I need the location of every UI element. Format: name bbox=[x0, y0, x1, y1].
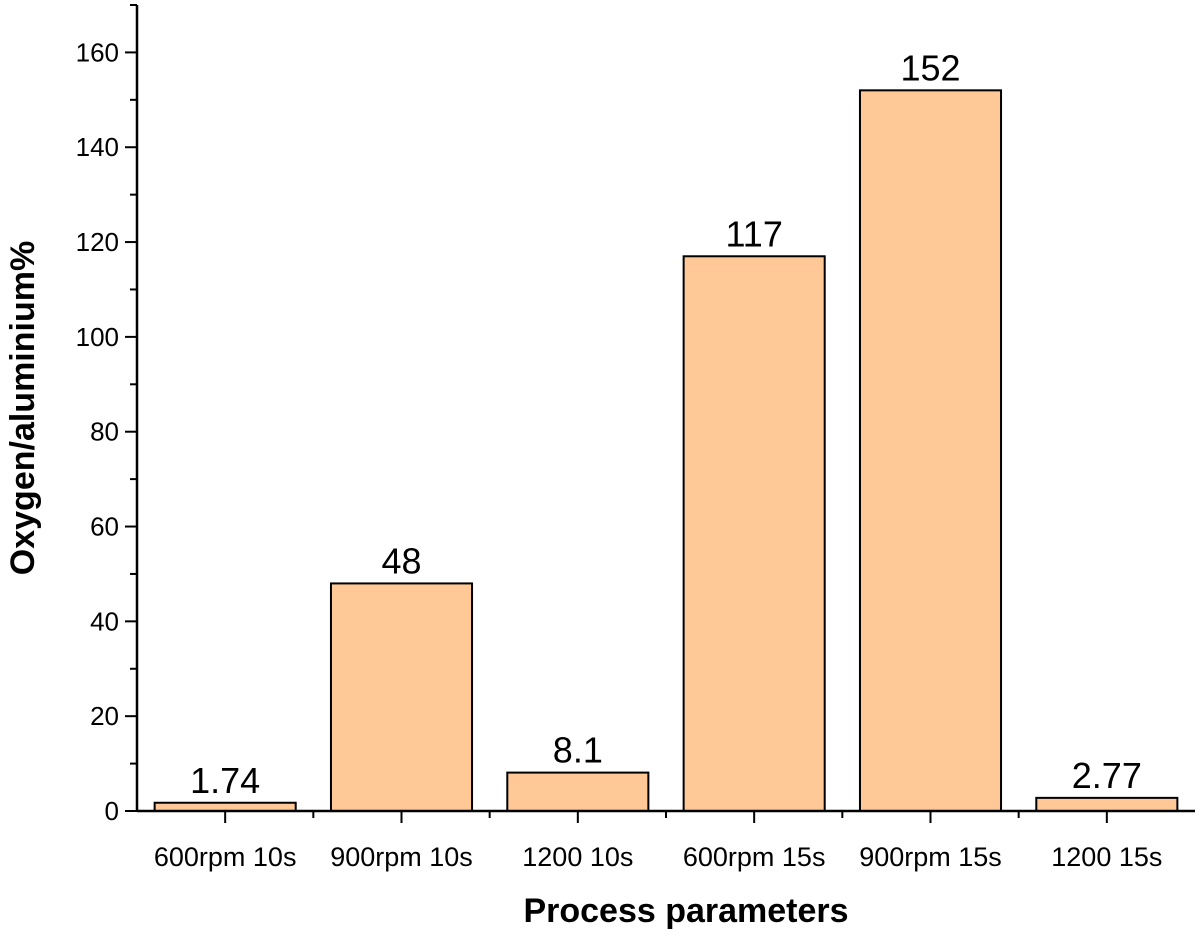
y-tick-label-8: 160 bbox=[76, 37, 119, 67]
axes-group bbox=[125, 4, 1195, 823]
data-label-2: 8.1 bbox=[553, 730, 603, 771]
data-label-4: 152 bbox=[900, 47, 960, 88]
x-tick-label-4: 900rpm 15s bbox=[859, 842, 1002, 872]
data-label-3: 117 bbox=[725, 213, 782, 254]
x-tick-label-2: 1200 10s bbox=[522, 842, 633, 872]
y-tick-label-0: 0 bbox=[105, 796, 119, 826]
data-label-5: 2.77 bbox=[1072, 755, 1142, 796]
x-tick-label-5: 1200 15s bbox=[1051, 842, 1162, 872]
x-axis-title: Process parameters bbox=[523, 892, 848, 930]
bar-1 bbox=[329, 582, 474, 812]
bars-group bbox=[153, 89, 1179, 813]
data-label-1: 48 bbox=[381, 540, 421, 581]
y-tick-label-7: 140 bbox=[76, 132, 119, 162]
x-tick-label-0: 600rpm 10s bbox=[154, 842, 297, 872]
y-tick-label-6: 120 bbox=[76, 227, 119, 257]
y-tick-label-4: 80 bbox=[90, 417, 119, 447]
bar-5 bbox=[1035, 796, 1179, 813]
bar-3 bbox=[682, 255, 826, 812]
y-tick-label-5: 100 bbox=[76, 322, 119, 352]
labels-group: 1.74 600rpm 10s 48 900rpm 10s 8.1 1200 10s 117… bbox=[76, 37, 1163, 872]
x-tick-label-1: 900rpm 10s bbox=[330, 842, 473, 872]
x-tick-label-3: 600rpm 15s bbox=[683, 842, 826, 872]
y-tick-label-3: 60 bbox=[90, 512, 119, 542]
y-tick-label-1: 20 bbox=[90, 701, 119, 731]
y-tick-label-2: 40 bbox=[90, 606, 119, 636]
y-axis-title: Oxygen/aluminium% bbox=[4, 241, 42, 575]
bar-4 bbox=[858, 89, 1003, 812]
data-label-0: 1.74 bbox=[190, 760, 260, 801]
bar-2 bbox=[506, 771, 650, 813]
